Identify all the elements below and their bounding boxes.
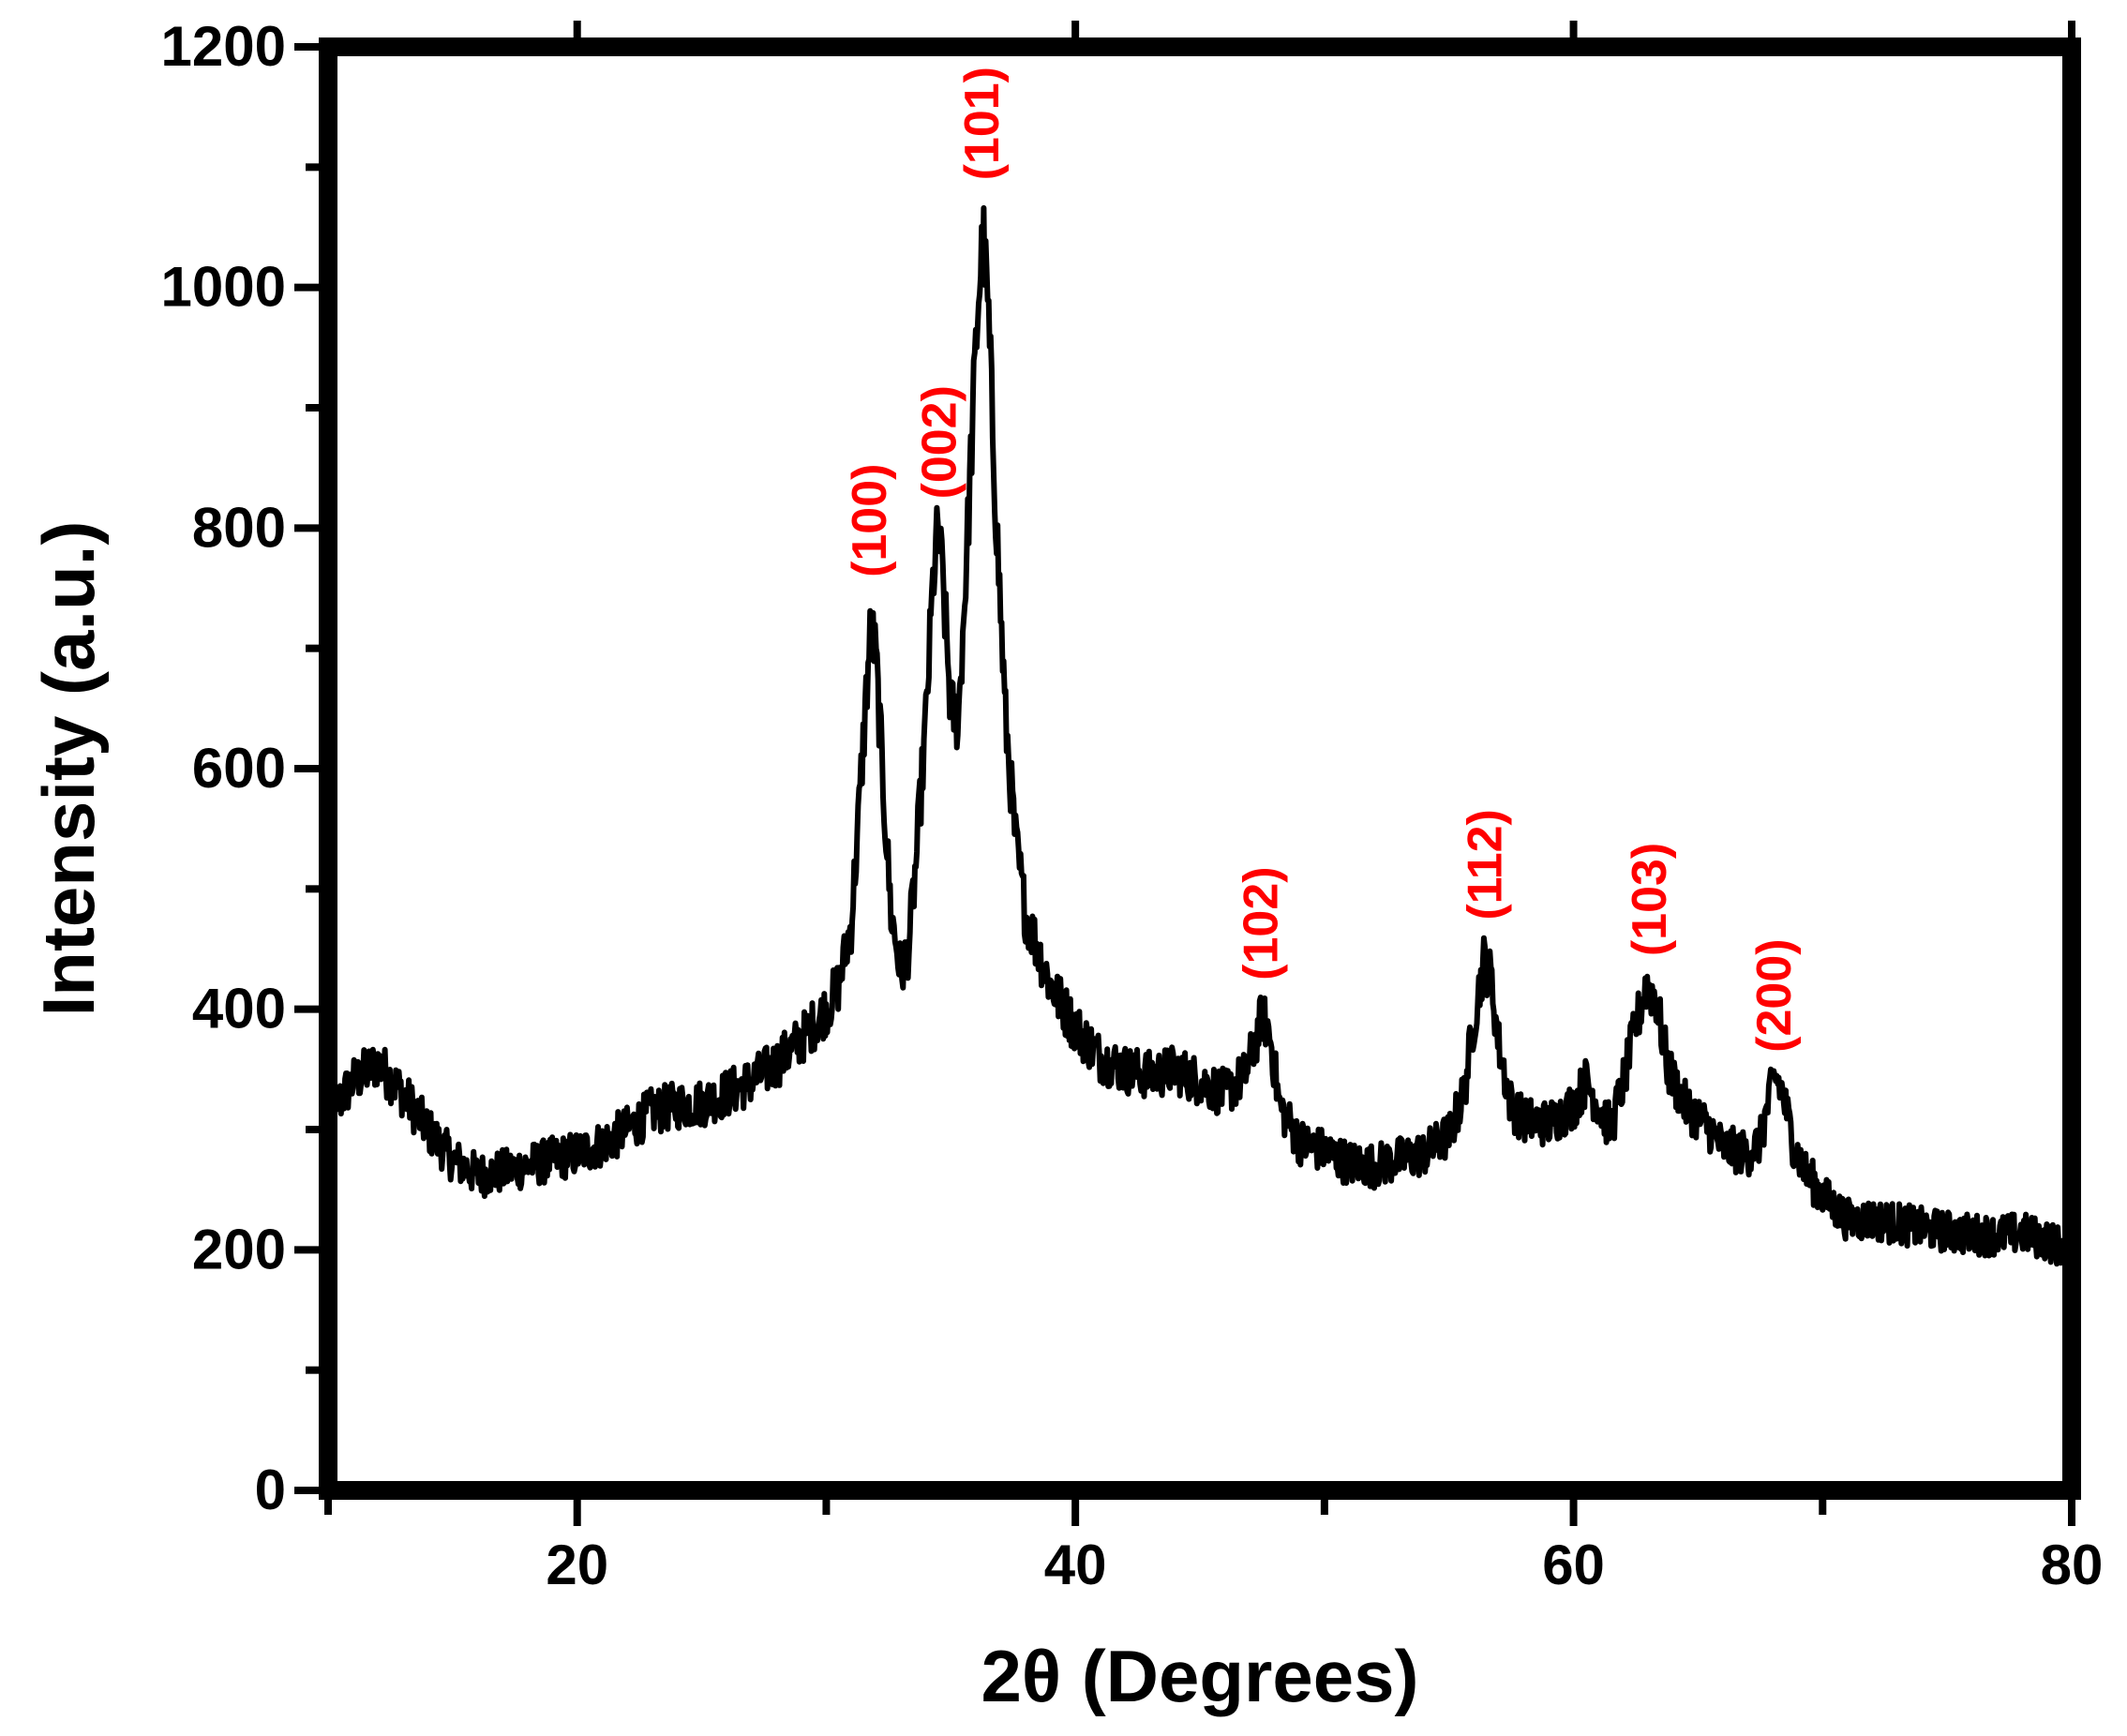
plot-frame	[319, 37, 2081, 1500]
y-tick-label: 200	[192, 1218, 286, 1280]
peak-label: (112)	[1459, 809, 1513, 920]
peak-label: (100)	[843, 464, 897, 577]
x-tick-label: 80	[2041, 1534, 2104, 1596]
series-line	[325, 204, 2075, 1274]
plot-area	[325, 204, 2075, 1274]
y-tick-label: 400	[192, 978, 286, 1040]
y-tick-label: 0	[255, 1459, 286, 1521]
x-tick-label: 20	[546, 1534, 608, 1596]
x-tick-label: 40	[1044, 1534, 1107, 1596]
y-tick-label: 800	[192, 496, 286, 559]
peak-label: (102)	[1234, 866, 1288, 980]
y-tick-label: 1200	[161, 15, 286, 78]
axis-ticks	[294, 21, 2075, 1526]
x-tick-label: 60	[1542, 1534, 1605, 1596]
y-axis-title: Intensity (a.u.)	[27, 521, 110, 1017]
peak-label: (200)	[1747, 938, 1802, 1052]
y-tick-label: 1000	[161, 256, 286, 319]
y-tick-label: 600	[192, 737, 286, 800]
peak-annotations: (100) (002) (101) (102) (112) (103) (200)	[843, 67, 1802, 1053]
peak-label: (103)	[1623, 843, 1677, 956]
peak-label: (002)	[913, 385, 967, 499]
peak-label: (101)	[955, 67, 1010, 180]
x-axis-title: 2θ (Degrees)	[981, 1635, 1418, 1717]
